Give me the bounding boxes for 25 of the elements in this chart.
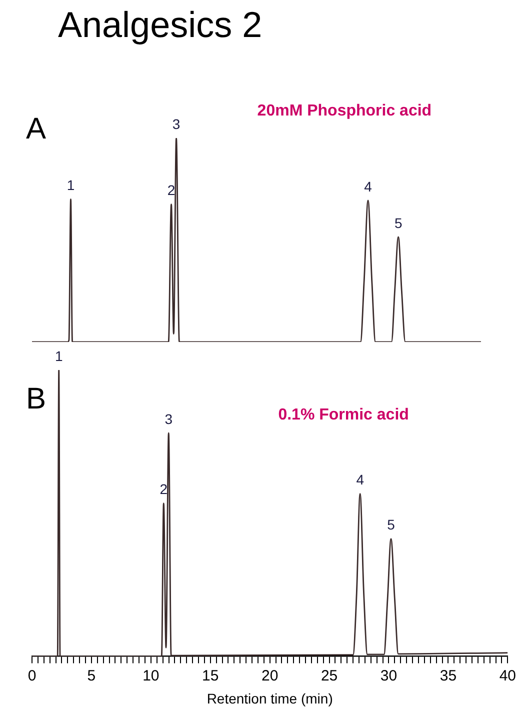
x-tick-label: 25 — [320, 667, 338, 684]
annotation: A — [26, 112, 46, 146]
annotation: 5 — [387, 516, 396, 533]
x-axis-title: Retention time (min) — [206, 690, 333, 706]
chart-title: Analgesics 2 — [58, 4, 262, 46]
text: 20mM Phosphoric acid — [257, 102, 432, 120]
x-tick-label: 30 — [380, 667, 398, 684]
x-tick-label: 10 — [142, 667, 160, 684]
x-tick-label: 40 — [499, 667, 516, 684]
x-tick-label: 5 — [87, 667, 96, 684]
annotation: 4 — [356, 472, 364, 488]
x-tick-label: 35 — [440, 667, 457, 684]
annotation: 3 — [172, 116, 180, 132]
x-tick-label: 0 — [28, 667, 36, 684]
annotation: 1 — [54, 348, 63, 364]
annotation: 3 — [164, 410, 173, 427]
annotation: 1 — [66, 177, 75, 194]
x-tick-label: 20 — [261, 667, 278, 684]
annotation: 2 — [160, 481, 168, 498]
annotation: 4 — [364, 178, 372, 194]
annotation: 0.1% Formic acid — [278, 406, 409, 424]
annotation: 5 — [394, 214, 402, 231]
annotation: B — [26, 382, 46, 416]
x-tick-label: 15 — [202, 667, 219, 684]
annotation: 2 — [167, 182, 176, 198]
